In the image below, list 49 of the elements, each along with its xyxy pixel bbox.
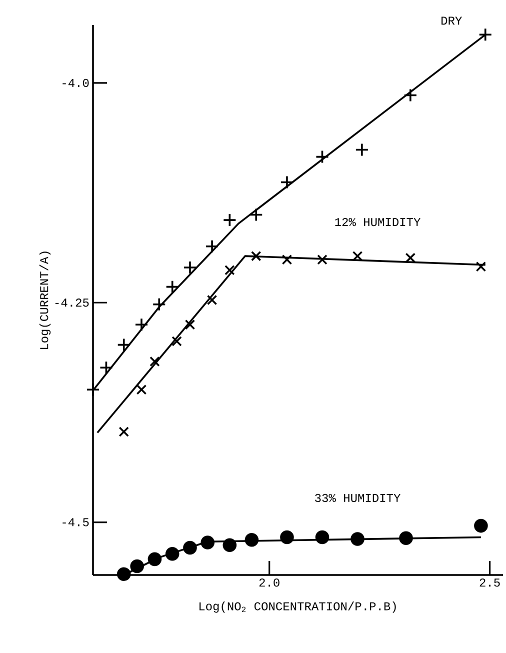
point [165, 547, 180, 561]
point [222, 538, 237, 552]
point [118, 426, 130, 437]
point [130, 559, 144, 574]
point [404, 88, 418, 102]
point [222, 213, 237, 227]
point [134, 318, 148, 332]
point [315, 530, 330, 544]
x-tick-label: 2.0 [259, 578, 280, 587]
point [152, 297, 166, 312]
point [99, 360, 114, 375]
text: 12% HUMIDITY [335, 218, 420, 226]
x-tick-label: 2.5 [480, 578, 500, 587]
text: 33% HUMIDITY [315, 494, 400, 502]
point [352, 250, 363, 262]
point [165, 280, 180, 294]
point [280, 175, 294, 190]
point [183, 260, 197, 274]
y-tick-label: -4.0 [62, 78, 89, 88]
point [317, 254, 328, 265]
y-tick-label: -4.5 [62, 518, 89, 526]
point [249, 208, 264, 222]
point [116, 567, 131, 582]
point [183, 540, 197, 555]
point [250, 250, 262, 262]
point [478, 28, 492, 42]
point [399, 531, 413, 545]
point [224, 264, 235, 276]
series-label: DRY [442, 16, 462, 25]
point [148, 552, 162, 566]
point [116, 338, 131, 352]
y-tick-label: -4.25 [55, 298, 89, 307]
point [282, 254, 292, 265]
point [150, 356, 160, 367]
point [476, 261, 486, 272]
point [206, 294, 218, 306]
point [200, 536, 215, 550]
point [136, 384, 147, 395]
point [280, 530, 294, 544]
y-axis-title: Log(CURRENT/A) [39, 252, 51, 350]
point [315, 150, 330, 164]
x-axis-title: Log(NO$_{2}$ CONCENTRATION/P.P.B) [200, 602, 396, 613]
point [244, 532, 259, 547]
point [172, 336, 182, 346]
point [355, 142, 369, 157]
point [184, 319, 196, 330]
point [405, 252, 416, 263]
point [205, 240, 219, 254]
point [350, 532, 364, 546]
